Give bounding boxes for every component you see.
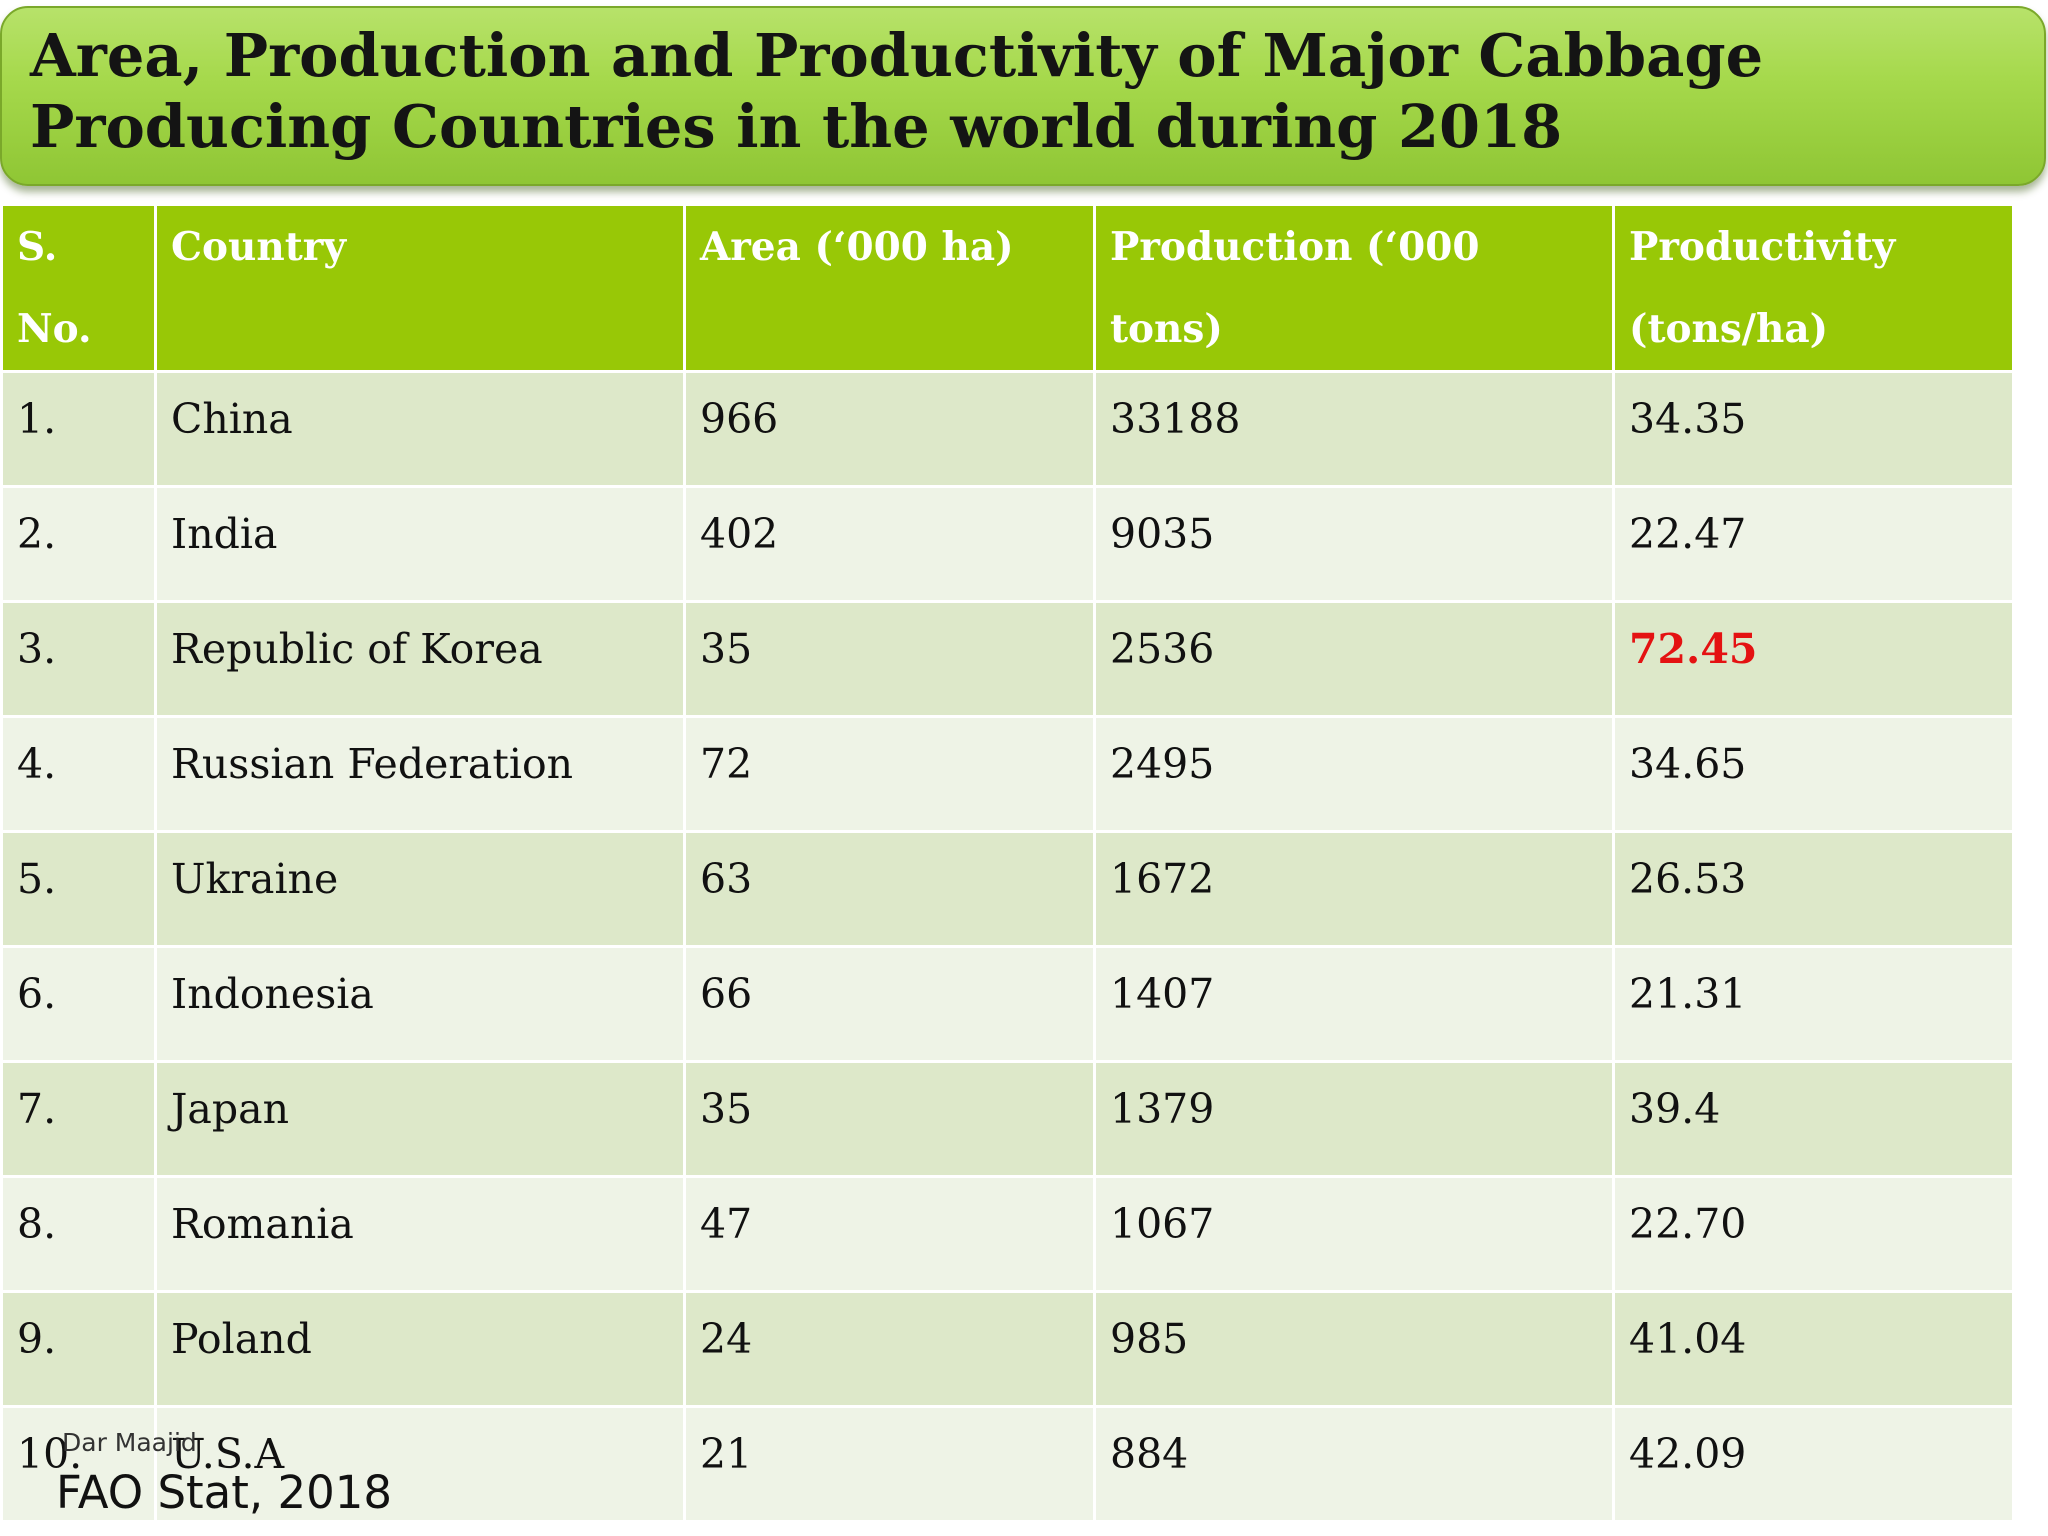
cell-production: 985 bbox=[1093, 1290, 1615, 1408]
data-table: S. No. Country Area (‘000 ha) Production… bbox=[0, 203, 2015, 1523]
cell-area: 72 bbox=[683, 715, 1096, 833]
cell-sno: 10. bbox=[0, 1405, 157, 1523]
cell-area: 402 bbox=[683, 485, 1096, 603]
cell-production: 9035 bbox=[1093, 485, 1615, 603]
cell-sno: 4. bbox=[0, 715, 157, 833]
cell-sno: 7. bbox=[0, 1060, 157, 1178]
table-row: 1. China 966 33188 34.35 bbox=[0, 370, 2015, 488]
cell-productivity: 22.47 bbox=[1612, 485, 2015, 603]
slide-title: Area, Production and Productivity of Maj… bbox=[30, 21, 1764, 161]
cell-productivity: 34.65 bbox=[1612, 715, 2015, 833]
table-row: 4. Russian Federation 72 2495 34.65 bbox=[0, 715, 2015, 833]
cell-country: Romania bbox=[154, 1175, 686, 1293]
cell-productivity-highlight: 72.45 bbox=[1612, 600, 2015, 718]
title-banner bbox=[0, 6, 2046, 186]
cell-country: China bbox=[154, 370, 686, 488]
table-row: 5. Ukraine 63 1672 26.53 bbox=[0, 830, 2015, 948]
cell-country: Japan bbox=[154, 1060, 686, 1178]
table-row: 10. U.S.A 21 884 42.09 bbox=[0, 1405, 2015, 1523]
cell-production: 1672 bbox=[1093, 830, 1615, 948]
header-area: Area (‘000 ha) bbox=[683, 203, 1096, 373]
cell-sno: 9. bbox=[0, 1290, 157, 1408]
table-row: 6. Indonesia 66 1407 21.31 bbox=[0, 945, 2015, 1063]
header-productivity: Productivity (tons/ha) bbox=[1612, 203, 2015, 373]
header-row: S. No. Country Area (‘000 ha) Production… bbox=[0, 203, 2015, 373]
source-citation: FAO Stat, 2018 bbox=[56, 1466, 393, 1519]
author-watermark: Dar Maajid bbox=[62, 1428, 197, 1457]
cell-productivity: 42.09 bbox=[1612, 1405, 2015, 1523]
cell-country: Republic of Korea bbox=[154, 600, 686, 718]
cell-area: 966 bbox=[683, 370, 1096, 488]
cell-country: Russian Federation bbox=[154, 715, 686, 833]
cell-area: 47 bbox=[683, 1175, 1096, 1293]
cell-country: Ukraine bbox=[154, 830, 686, 948]
cell-sno: 8. bbox=[0, 1175, 157, 1293]
table-row: 7. Japan 35 1379 39.4 bbox=[0, 1060, 2015, 1178]
table-row: 9. Poland 24 985 41.04 bbox=[0, 1290, 2015, 1408]
cell-area: 35 bbox=[683, 600, 1096, 718]
cell-area: 66 bbox=[683, 945, 1096, 1063]
header-sno: S. No. bbox=[0, 203, 157, 373]
cell-area: 63 bbox=[683, 830, 1096, 948]
cell-productivity: 22.70 bbox=[1612, 1175, 2015, 1293]
cell-country: Poland bbox=[154, 1290, 686, 1408]
cell-area: 35 bbox=[683, 1060, 1096, 1178]
cell-sno: 6. bbox=[0, 945, 157, 1063]
cell-area: 24 bbox=[683, 1290, 1096, 1408]
cell-sno: 5. bbox=[0, 830, 157, 948]
cell-productivity: 34.35 bbox=[1612, 370, 2015, 488]
cell-sno: 2. bbox=[0, 485, 157, 603]
cell-sno: 1. bbox=[0, 370, 157, 488]
header-country: Country bbox=[154, 203, 686, 373]
cell-production: 2495 bbox=[1093, 715, 1615, 833]
cell-country: India bbox=[154, 485, 686, 603]
table-row: 3. Republic of Korea 35 2536 72.45 bbox=[0, 600, 2015, 718]
table-row: 8. Romania 47 1067 22.70 bbox=[0, 1175, 2015, 1293]
cell-production: 1407 bbox=[1093, 945, 1615, 1063]
cell-country: U.S.A bbox=[154, 1405, 686, 1523]
cell-production: 884 bbox=[1093, 1405, 1615, 1523]
header-production: Production (‘000 tons) bbox=[1093, 203, 1615, 373]
cell-productivity: 41.04 bbox=[1612, 1290, 2015, 1408]
cell-productivity: 26.53 bbox=[1612, 830, 2015, 948]
cell-country: Indonesia bbox=[154, 945, 686, 1063]
cell-area: 21 bbox=[683, 1405, 1096, 1523]
table-row: 2. India 402 9035 22.47 bbox=[0, 485, 2015, 603]
cell-production: 1067 bbox=[1093, 1175, 1615, 1293]
cell-production: 33188 bbox=[1093, 370, 1615, 488]
cell-sno: 3. bbox=[0, 600, 157, 718]
cell-productivity: 21.31 bbox=[1612, 945, 2015, 1063]
cell-production: 2536 bbox=[1093, 600, 1615, 718]
cell-productivity: 39.4 bbox=[1612, 1060, 2015, 1178]
cell-production: 1379 bbox=[1093, 1060, 1615, 1178]
